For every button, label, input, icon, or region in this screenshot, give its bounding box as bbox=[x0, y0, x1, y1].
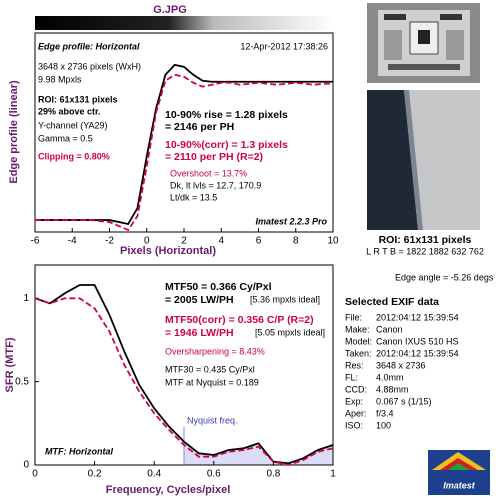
chart-title: Edge profile: Horizontal bbox=[38, 41, 140, 51]
x-axis-label: Pixels (Horizontal) bbox=[120, 245, 216, 257]
exif-key: Exp: bbox=[345, 396, 363, 406]
x-tick-label: 0.2 bbox=[88, 469, 102, 480]
data-line bbox=[35, 73, 333, 232]
exif-value: 2012:04:12 15:39:54 bbox=[376, 312, 459, 322]
x-tick-label: 6 bbox=[256, 236, 262, 247]
note: Gamma = 0.5 bbox=[38, 133, 93, 143]
x-tick-label: 8 bbox=[293, 236, 299, 247]
exif-value: 4.0mm bbox=[376, 372, 404, 382]
x-axis-label: Frequency, Cycles/pixel bbox=[106, 484, 231, 496]
exif-key: Res: bbox=[345, 360, 364, 370]
x-tick-label: 1 bbox=[330, 469, 336, 480]
note: Lt/dk = 13.5 bbox=[170, 192, 217, 202]
data-line bbox=[34, 297, 334, 466]
x-tick-label: 10 bbox=[327, 236, 339, 247]
exif-value: 2012:04:12 15:39:54 bbox=[376, 348, 459, 358]
data-line bbox=[34, 284, 334, 465]
roi-size: ROI: 61x131 pixels bbox=[379, 234, 472, 246]
exif-list: File: 2012:04:12 15:39:54 Make: Canon Model:… bbox=[345, 312, 459, 430]
x-tick-label: 0.4 bbox=[147, 469, 161, 480]
chart-thumbnail bbox=[367, 3, 480, 83]
x-tick-label: 0 bbox=[144, 236, 150, 247]
exif-title: Selected EXIF data bbox=[345, 296, 439, 308]
logo: Imatest bbox=[428, 450, 490, 495]
x-tick-label: 0 bbox=[32, 469, 38, 480]
exif-key: Taken: bbox=[345, 348, 372, 358]
exif-value: 4.88mm bbox=[376, 384, 409, 394]
x-tick-label: -2 bbox=[105, 236, 114, 247]
exif-key: CCD: bbox=[345, 384, 367, 394]
x-tick-label: -6 bbox=[31, 236, 40, 247]
version: Imatest 2.2.3 Pro bbox=[255, 216, 327, 226]
y-axis-label: SFR (MTF) bbox=[4, 337, 16, 392]
note: Oversharpening = 8.43% bbox=[165, 346, 265, 356]
y-tick-label: 1 bbox=[23, 293, 29, 304]
note: MTF at Nyquist = 0.189 bbox=[165, 377, 259, 387]
exif-value: 0.067 s (1/15) bbox=[376, 396, 432, 406]
x-tick-label: 0.6 bbox=[207, 469, 221, 480]
exif-key: FL: bbox=[345, 372, 358, 382]
exif-value: Canon bbox=[376, 324, 403, 334]
note: 9.98 Mpxls bbox=[38, 74, 82, 84]
page-title: G.JPG bbox=[153, 4, 187, 16]
note: [5.36 mpxls ideal] bbox=[250, 294, 320, 304]
note: 29% above ctr. bbox=[38, 106, 101, 116]
note: = 2110 per PH (R=2) bbox=[165, 151, 263, 163]
edge-angle: Edge angle = -5.26 degs bbox=[395, 272, 494, 282]
exif-key: Model: bbox=[345, 336, 372, 346]
y-tick-label: 0.5 bbox=[15, 376, 29, 387]
date: 12-Apr-2012 17:38:26 bbox=[240, 41, 328, 51]
exif-key: ISO: bbox=[345, 420, 363, 430]
exif-value: 100 bbox=[376, 420, 391, 430]
note: MTF30 = 0.435 Cy/Pxl bbox=[165, 364, 255, 374]
note: Dk, lt lvls = 12.7, 170.9 bbox=[170, 180, 261, 190]
note: 10-90% rise = 1.28 pixels bbox=[165, 109, 288, 121]
note: MTF50 = 0.366 Cy/Pxl bbox=[165, 281, 272, 293]
chart-title: MTF: Horizontal bbox=[45, 446, 113, 456]
note: MTF50(corr) = 0.356 C/P (R=2) bbox=[165, 314, 314, 326]
roi-image bbox=[367, 90, 480, 230]
exif-key: File: bbox=[345, 312, 362, 322]
exif-key: Aper: bbox=[345, 408, 367, 418]
note: [5.05 mpxls ideal] bbox=[255, 327, 325, 337]
x-tick-label: 0.8 bbox=[266, 469, 280, 480]
y-tick-label: 0 bbox=[23, 460, 29, 471]
note: = 1946 LW/PH bbox=[165, 327, 234, 339]
x-tick-label: -4 bbox=[68, 236, 77, 247]
note: = 2005 LW/PH bbox=[165, 294, 234, 306]
note: Y-channel (YA29) bbox=[38, 120, 108, 130]
note: ROI: 61x131 pixels bbox=[38, 94, 118, 104]
x-tick-label: 4 bbox=[218, 236, 224, 247]
exif-value: Canon IXUS 510 HS bbox=[376, 336, 459, 346]
edge-strip bbox=[35, 16, 333, 30]
note: 10-90%(corr) = 1.3 pixels bbox=[165, 139, 288, 151]
exif-key: Make: bbox=[345, 324, 370, 334]
nyquist-area bbox=[184, 441, 333, 465]
exif-value: 3648 x 2736 bbox=[376, 360, 426, 370]
annotation: Nyquist freq. bbox=[187, 415, 238, 425]
logo-text: Imatest bbox=[443, 480, 476, 490]
y-axis-label: Edge profile (linear) bbox=[8, 80, 20, 184]
note: = 2146 per PH bbox=[165, 121, 234, 133]
note: Clipping = 0.80% bbox=[38, 151, 110, 161]
x-tick-label: 2 bbox=[181, 236, 187, 247]
note: 3648 x 2736 pixels (WxH) bbox=[38, 61, 141, 71]
roi-coords: L R T B = 1822 1882 632 762 bbox=[366, 246, 484, 256]
exif-value: f/3.4 bbox=[376, 408, 394, 418]
plot-frame bbox=[34, 264, 334, 466]
note: Overshoot = 13.7% bbox=[170, 168, 247, 178]
